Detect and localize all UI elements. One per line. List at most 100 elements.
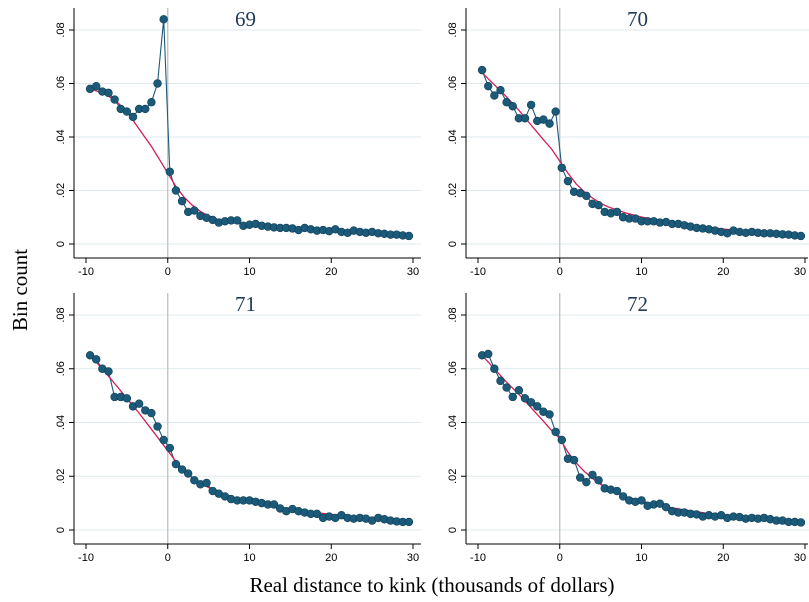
x-tick-label: 0 — [557, 266, 563, 278]
data-point — [183, 469, 193, 478]
panels: 0 .02 .04 .06 .08 -10 0 10 20 30 69 0 .02 .04 .06 .08 -1… — [55, 7, 809, 564]
data-point — [796, 518, 806, 527]
data-point — [557, 435, 566, 445]
x-tick-label: 20 — [325, 266, 337, 278]
data-point — [618, 492, 628, 501]
data-point — [404, 517, 414, 527]
data-point — [159, 15, 168, 24]
data-point — [502, 383, 511, 392]
data-point — [551, 427, 560, 437]
data-point — [508, 102, 517, 111]
data-point — [582, 191, 591, 201]
x-tick-label: -10 — [470, 266, 486, 278]
data-point — [147, 408, 156, 418]
data-point — [269, 500, 279, 509]
panel-title: 71 — [235, 292, 256, 316]
data-point — [520, 394, 530, 403]
data-point — [545, 119, 554, 128]
y-tick-label: .08 — [447, 22, 459, 37]
x-tick-label: 30 — [407, 552, 419, 564]
y-tick-label: .06 — [447, 361, 459, 376]
x-tick-label: -10 — [78, 266, 94, 278]
data-point — [661, 502, 671, 512]
y-tick-label: .06 — [55, 361, 67, 376]
panel-71: 0 .02 .04 .06 .08 -10 0 10 20 30 71 — [55, 292, 421, 564]
data-point — [171, 186, 181, 195]
data-point — [563, 176, 573, 186]
y-tick-label: .06 — [447, 76, 459, 91]
y-tick-label: .02 — [447, 183, 459, 198]
data-point — [134, 399, 144, 408]
x-tick-label: 30 — [794, 552, 806, 564]
data-point — [122, 107, 132, 116]
y-tick-label: 0 — [447, 527, 459, 533]
data-point — [612, 486, 622, 496]
data-point — [545, 410, 554, 419]
data-point — [312, 509, 322, 519]
y-tick-label: .04 — [447, 415, 459, 430]
y-tick-label: .06 — [55, 76, 67, 91]
x-tick-label: 10 — [635, 266, 647, 278]
data-point — [177, 197, 187, 206]
y-tick-label: .08 — [55, 22, 67, 37]
data-point — [533, 402, 542, 411]
data-point — [177, 465, 187, 474]
data-point — [171, 459, 181, 469]
data-point — [484, 81, 493, 91]
data-point — [165, 443, 174, 453]
data-point — [514, 386, 524, 395]
y-tick-label: .04 — [447, 129, 459, 144]
x-axis-title: Real distance to kink (thousands of doll… — [249, 573, 614, 597]
data-point — [128, 112, 138, 122]
y-tick-label: .04 — [55, 129, 67, 144]
x-tick-label: 0 — [557, 552, 563, 564]
data-point — [92, 355, 101, 364]
data-point — [147, 98, 156, 107]
fit-line — [481, 72, 801, 236]
data-point — [141, 104, 150, 114]
data-point — [557, 163, 566, 172]
y-axis-title: Bin count — [8, 249, 32, 331]
data-point — [594, 476, 603, 485]
data-point — [92, 81, 101, 91]
y-tick-label: 0 — [55, 241, 67, 247]
x-tick-label: 0 — [165, 552, 171, 564]
data-point — [477, 65, 487, 75]
data-point — [104, 367, 113, 376]
fit-line — [89, 354, 409, 522]
y-tick-label: .08 — [55, 307, 67, 322]
data-point — [637, 496, 646, 505]
data-point — [159, 435, 168, 445]
data-point — [404, 231, 414, 241]
x-tick-label: 10 — [243, 552, 255, 564]
data-point — [153, 422, 162, 431]
panel-69: 0 .02 .04 .06 .08 -10 0 10 20 30 69 — [55, 7, 421, 278]
data-point — [588, 470, 597, 480]
data-point — [569, 455, 579, 465]
data-point — [496, 85, 505, 95]
y-tick-label: .02 — [55, 183, 67, 198]
panel-72: 0 .02 .04 .06 .08 -10 0 10 20 30 72 — [447, 292, 809, 564]
x-tick-label: 20 — [717, 552, 729, 564]
y-tick-label: .08 — [447, 307, 459, 322]
x-tick-label: 0 — [165, 266, 171, 278]
data-point — [484, 349, 493, 359]
data-point — [190, 206, 199, 215]
data-point — [575, 473, 585, 482]
y-tick-label: .02 — [447, 469, 459, 484]
data-point — [539, 115, 548, 124]
data-point — [153, 79, 162, 88]
data-point — [594, 201, 603, 210]
x-tick-label: 30 — [407, 266, 419, 278]
data-point — [490, 91, 499, 100]
y-tick-label: 0 — [447, 241, 459, 247]
x-tick-label: 10 — [243, 266, 255, 278]
panel-title: 70 — [627, 7, 648, 31]
data-point — [165, 167, 174, 176]
data-point — [582, 477, 591, 487]
y-tick-label: 0 — [55, 527, 67, 533]
data-point — [508, 392, 517, 402]
data-point — [520, 114, 530, 123]
panel-70: 0 .02 .04 .06 .08 -10 0 10 20 30 70 — [447, 7, 809, 278]
